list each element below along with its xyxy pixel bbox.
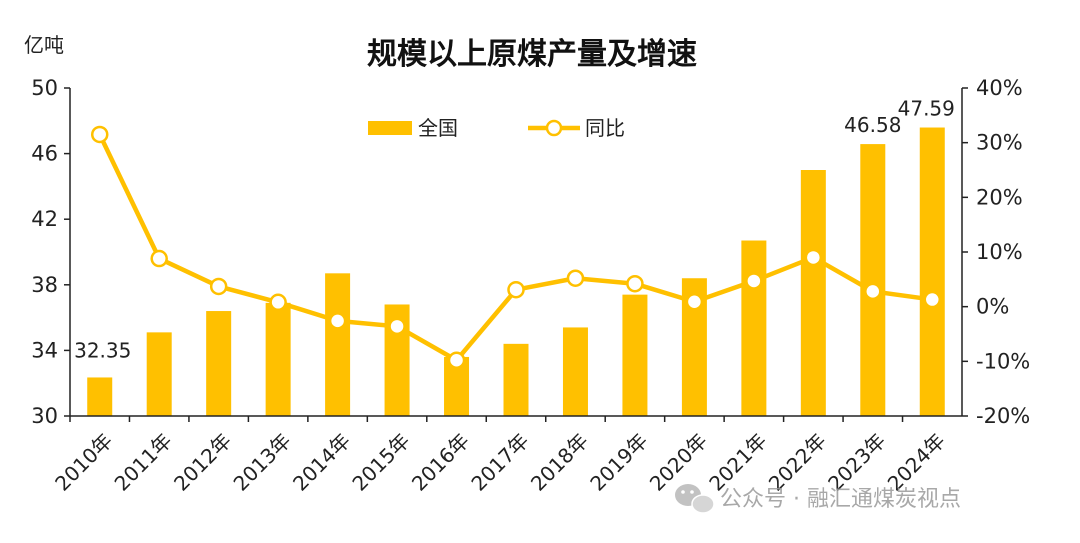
legend-swatch-bar — [368, 121, 412, 135]
x-tick-label: 2019年 — [585, 429, 652, 496]
y-left-tick-label: 38 — [31, 273, 58, 297]
line-point — [507, 280, 525, 299]
x-tick-label: 2022年 — [764, 429, 831, 496]
legend: 全国 同比 — [368, 116, 625, 140]
x-ticks: 2010年2011年2012年2013年2014年2015年2016年2017年… — [50, 416, 950, 496]
x-tick-label: 2023年 — [823, 429, 890, 496]
y-right-ticks: -20% -10% 0% 10% 20% 30% 40% — [962, 76, 1030, 428]
x-tick-label: 2018年 — [526, 429, 593, 496]
bar — [265, 302, 291, 416]
legend-label-line: 同比 — [585, 116, 625, 140]
y-left-unit: 亿吨 — [24, 33, 64, 57]
bar — [741, 240, 767, 416]
bar-series — [87, 127, 945, 417]
bar — [87, 377, 113, 416]
y-right-tick-label: -10% — [976, 349, 1030, 373]
y-right-tick-label: 10% — [976, 240, 1023, 264]
x-tick-label: 2021年 — [704, 429, 771, 496]
x-tick-label: 2010年 — [50, 429, 117, 496]
chart-title: 规模以上原煤产量及增速 — [367, 37, 697, 72]
x-tick-label: 2014年 — [288, 429, 355, 496]
y-right-tick-label: -20% — [976, 404, 1030, 428]
line-point — [209, 277, 228, 296]
y-right-tick-label: 30% — [976, 131, 1023, 155]
x-tick-label: 2020年 — [645, 429, 712, 496]
x-tick-label: 2024年 — [883, 429, 950, 496]
y-left-tick-label: 46 — [31, 142, 58, 166]
line-point — [864, 282, 882, 301]
bar — [562, 327, 588, 416]
data-label: 32.35 — [74, 338, 131, 362]
data-label: 47.59 — [898, 97, 955, 121]
y-left-ticks: 30 34 38 42 46 50 — [31, 76, 70, 428]
y-left-tick-label: 34 — [31, 338, 58, 362]
watermark: 公众号 · 融汇通煤炭视点 — [675, 484, 961, 514]
bar — [860, 144, 886, 416]
legend-label-bar: 全国 — [418, 116, 458, 140]
line-point — [745, 272, 763, 290]
x-tick-label: 2011年 — [110, 429, 177, 496]
wechat-icon — [675, 484, 715, 514]
bar — [325, 273, 351, 416]
x-tick-label: 2016年 — [407, 429, 474, 496]
line-point — [388, 317, 406, 336]
bar — [146, 332, 172, 416]
y-right-tick-label: 40% — [976, 76, 1023, 100]
bar — [503, 343, 529, 416]
line-point — [90, 125, 109, 144]
line-point — [447, 351, 466, 369]
y-left-tick-label: 42 — [31, 207, 58, 231]
y-left-tick-label: 30 — [31, 404, 58, 428]
bar — [800, 170, 826, 416]
line-point — [566, 269, 585, 287]
x-tick-label: 2017年 — [466, 429, 533, 496]
bar — [919, 127, 945, 417]
line-points — [90, 125, 942, 369]
x-tick-label: 2013年 — [229, 429, 296, 496]
legend-marker-line — [545, 119, 563, 137]
bar — [206, 311, 232, 416]
y-right-tick-label: 20% — [976, 185, 1023, 209]
line-point — [269, 293, 287, 312]
watermark-text: 公众号 · 融汇通煤炭视点 — [720, 487, 961, 512]
data-label: 46.58 — [844, 113, 901, 137]
line-point — [804, 248, 823, 267]
y-right-tick-label: 0% — [976, 295, 1009, 319]
line-point — [685, 292, 704, 311]
line-point — [328, 312, 347, 330]
line-point — [150, 249, 168, 268]
line-point — [923, 290, 942, 309]
x-tick-label: 2015年 — [347, 429, 414, 496]
bar — [622, 294, 648, 416]
y-left-tick-label: 50 — [31, 76, 58, 100]
x-tick-label: 2012年 — [169, 429, 236, 496]
line-point — [626, 274, 644, 293]
